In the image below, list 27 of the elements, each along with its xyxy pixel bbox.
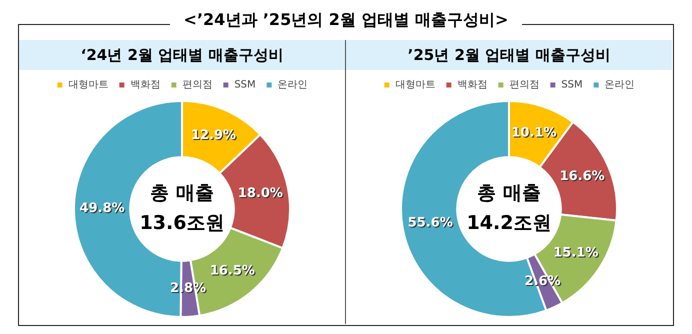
data-label: 15.1%: [553, 245, 598, 260]
data-label: 55.6%: [408, 216, 454, 232]
text: 13.6조원: [140, 212, 224, 234]
text: <’24년과 ’25년의 2월 업태별 매출구성비>: [170, 10, 522, 29]
chart-title: ’25년 2월 업태별 매출구성비: [346, 40, 672, 70]
legend-label: 온라인: [278, 80, 308, 91]
legend-label: 편의점: [509, 80, 540, 91]
text: 14.2조원: [466, 212, 552, 234]
text: 총 매출: [150, 182, 214, 204]
data-label: 12.9%: [192, 128, 238, 144]
chart-title: ‘24년 2월 업태별 매출구성비: [19, 40, 345, 70]
data-label: 16.6%: [560, 170, 606, 186]
legend-label: 편의점: [182, 80, 212, 91]
legend-label: 대형마트: [395, 80, 436, 91]
text: 총 매출: [477, 182, 541, 204]
data-label: 49.8%: [80, 202, 126, 217]
legend-label: 대형마트: [68, 80, 108, 91]
data-label: 18.0%: [238, 186, 284, 202]
data-label: 10.1%: [512, 126, 558, 142]
legend-label: 온라인: [604, 80, 635, 91]
data-label: 16.5%: [210, 264, 256, 280]
legend-label: SSM: [561, 80, 583, 91]
legend-label: 백화점: [130, 80, 160, 91]
data-label: 2.8%: [170, 282, 208, 298]
legend-label: SSM: [234, 80, 256, 91]
data-label: 2.6%: [524, 274, 561, 289]
legend-label: 백화점: [457, 80, 488, 91]
